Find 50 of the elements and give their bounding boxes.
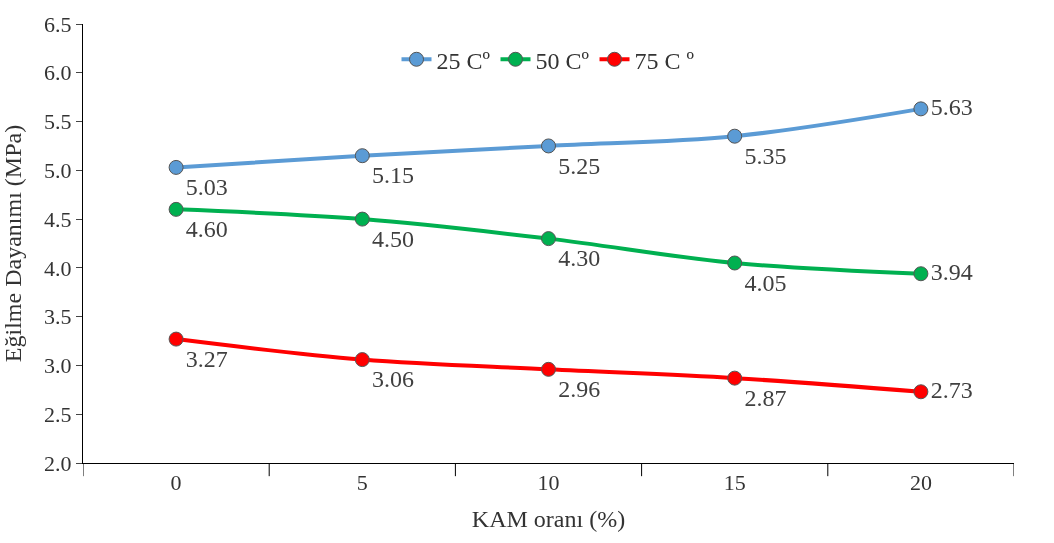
point xyxy=(913,101,929,117)
y-axis-title: Eğilme Dayanımı (MPa) xyxy=(0,124,27,363)
point xyxy=(354,211,370,227)
y-tick-label: 2.5 xyxy=(44,401,72,427)
point xyxy=(727,128,743,144)
point xyxy=(913,266,929,282)
y-tick-label: 4.5 xyxy=(44,206,72,232)
y-tick-label: 5.5 xyxy=(44,109,72,135)
data-label: 2.87 xyxy=(744,384,787,411)
data-label: 2.96 xyxy=(558,376,601,403)
data-label: 3.06 xyxy=(372,366,415,393)
x-tick-label: 5 xyxy=(356,470,368,496)
y-tick-label: 5.0 xyxy=(44,158,72,184)
legend-label: 25 Cº xyxy=(436,47,491,74)
x-tick-label: 15 xyxy=(723,470,746,496)
data-label: 4.30 xyxy=(558,245,601,272)
legend-label: 50 Cº xyxy=(535,47,590,74)
data-label: 5.63 xyxy=(930,93,973,120)
y-tick-label: 2.0 xyxy=(44,450,72,476)
x-tick-label: 10 xyxy=(537,470,560,496)
y-tick-label: 4.0 xyxy=(44,255,72,281)
y-tick-label: 3.0 xyxy=(44,353,72,379)
x-axis-title: KAM oranı (%) xyxy=(471,505,626,532)
point xyxy=(168,159,184,175)
point xyxy=(541,231,556,247)
data-label: 4.60 xyxy=(185,216,228,243)
point xyxy=(168,201,184,217)
point xyxy=(727,255,743,271)
data-label: 3.27 xyxy=(185,345,228,372)
point xyxy=(354,352,370,368)
point xyxy=(541,361,556,377)
data-label: 3.94 xyxy=(930,258,973,285)
data-label: 4.50 xyxy=(372,225,415,252)
data-label: 5.25 xyxy=(558,152,601,179)
data-label: 4.05 xyxy=(744,269,787,296)
data-label: 5.15 xyxy=(372,162,415,189)
y-tick-label: 6.0 xyxy=(44,60,72,86)
data-label: 2.73 xyxy=(930,376,973,403)
point xyxy=(168,331,184,347)
legend-label: 75 C º xyxy=(634,47,695,74)
data-label: 5.35 xyxy=(744,142,787,169)
data-label: 5.03 xyxy=(185,174,228,201)
point xyxy=(354,148,370,164)
x-tick-label: 20 xyxy=(909,470,932,496)
y-tick-label: 6.5 xyxy=(44,11,72,37)
x-tick-label: 0 xyxy=(170,470,182,496)
point xyxy=(913,384,929,400)
point xyxy=(727,370,743,386)
point xyxy=(541,138,556,154)
y-tick-label: 3.5 xyxy=(44,304,72,330)
